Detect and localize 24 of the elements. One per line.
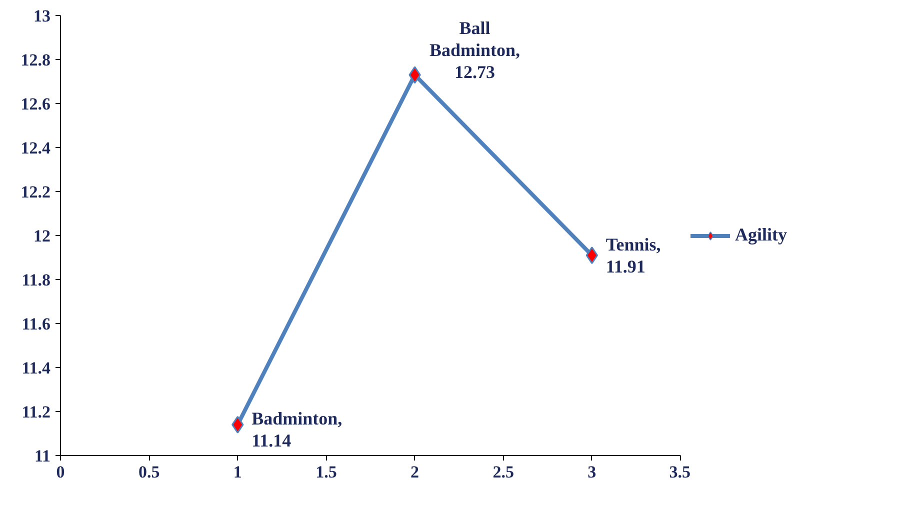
y-tick-label: 12 — [34, 226, 50, 246]
x-tick-label: 1.5 — [316, 462, 337, 482]
data-label: Tennis, 11.91 — [606, 234, 661, 276]
data-label: Ball Badminton, 12.73 — [430, 18, 520, 82]
point — [586, 246, 598, 264]
y-tick-label: 12.8 — [20, 50, 50, 70]
x-tick-label: 1 — [233, 462, 242, 482]
y-tick-label: 11.4 — [22, 358, 51, 378]
y-tick-label: 11.6 — [22, 314, 50, 334]
data-label: Badminton, 11.14 — [252, 408, 342, 451]
legend-label: Agility — [735, 224, 787, 246]
x-tick-label: 2.5 — [492, 462, 514, 482]
x-tick-label: 3.5 — [669, 462, 690, 482]
y-tick-label: 12.4 — [20, 138, 51, 158]
y-tick-label: 11.8 — [22, 270, 50, 290]
x-tick-label: 3 — [588, 462, 596, 482]
y-tick-label: 13 — [34, 6, 50, 26]
y-tick-label: 11.2 — [22, 402, 50, 422]
x-tick-label: 2 — [410, 462, 420, 482]
x-tick-label: 0 — [56, 462, 65, 482]
y-tick-label: 12.2 — [20, 182, 50, 202]
y-tick-label: 11 — [34, 446, 50, 466]
y-tick-label: 12.6 — [20, 94, 50, 114]
x-tick-label: 0.5 — [138, 462, 160, 482]
